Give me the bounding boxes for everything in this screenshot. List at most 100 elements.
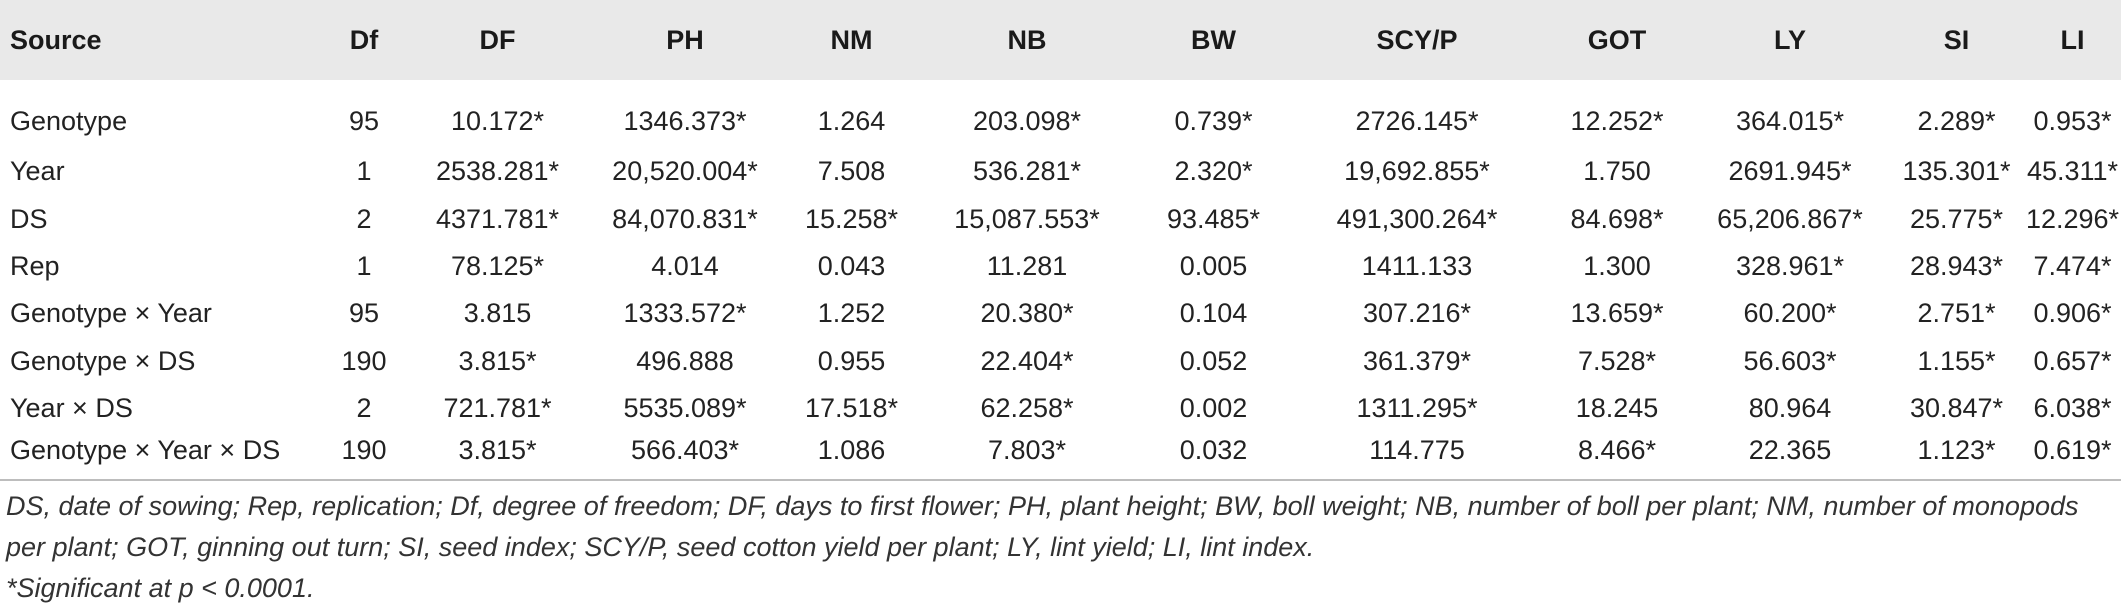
table-cell: 30.847*: [1909, 393, 2004, 424]
table-cell: 1.086: [785, 432, 918, 481]
table-cell: 1.123*: [1889, 432, 2024, 481]
table-cell: 0.619*: [2024, 432, 2121, 481]
table-cell: 2: [356, 203, 372, 234]
table-cell: 203.098*: [972, 105, 1082, 136]
row-source-label: Year: [10, 156, 65, 187]
table-cell: 491,300.264*: [1336, 203, 1498, 234]
table-cell: 1333.572*: [623, 298, 747, 329]
anova-table-container: Source Df DF PH NM NB BW SCY/P GOT LY SI LI Genotyp…: [0, 0, 2121, 481]
column-header: Source: [10, 24, 102, 55]
table-cell: 56.603*: [1743, 345, 1837, 376]
table-row: Rep 1 78.125* 4.014 0.043 11.281 0.005 1411.133…: [0, 243, 2121, 290]
table-body: Genotype 95 10.172* 1346.373* 1.264 203.098* 0…: [0, 80, 2121, 481]
table-cell: 7.803*: [918, 432, 1136, 481]
table-cell: 0.002: [1179, 393, 1248, 424]
table-cell: 95: [348, 105, 380, 136]
table-cell: 190: [341, 345, 387, 376]
table-cell: 18.245: [1575, 393, 1659, 424]
column-header: LI: [2060, 24, 2085, 55]
table-cell: 1.155*: [1917, 345, 1996, 376]
table-cell: 7.528*: [1577, 345, 1657, 376]
table-cell: 0.955: [817, 345, 886, 376]
table-cell: 22.404*: [980, 345, 1074, 376]
table-cell: 17.518*: [804, 393, 899, 424]
table-cell: 2.289*: [1917, 105, 1996, 136]
anova-table: Source Df DF PH NM NB BW SCY/P GOT LY SI LI Genotyp…: [0, 0, 2121, 481]
table-cell: 12.296*: [2025, 203, 2120, 234]
table-cell: 84.698*: [1570, 203, 1664, 234]
row-source-label: Genotype × Year: [10, 298, 212, 329]
row-source-label: Year × DS: [10, 393, 133, 424]
table-cell: 114.775: [1291, 432, 1543, 481]
table-cell: 15.258*: [804, 203, 899, 234]
table-cell: 7.508: [817, 156, 886, 187]
table-cell: 0.032: [1136, 432, 1291, 481]
table-cell: 28.943*: [1909, 250, 2004, 281]
table-cell: 566.403*: [585, 432, 785, 481]
table-cell: 5535.089*: [623, 393, 747, 424]
table-cell: 22.365: [1691, 432, 1889, 481]
table-cell: 0.005: [1179, 250, 1248, 281]
table-cell: 2691.945*: [1728, 156, 1852, 187]
abbreviations-note: DS, date of sowing; Rep, replication; Df…: [6, 491, 2079, 562]
column-header: Df: [349, 24, 379, 55]
table-cell: 10.172*: [450, 105, 545, 136]
table-cell: 2.751*: [1917, 298, 1996, 329]
column-header: PH: [666, 24, 704, 55]
table-cell: 1.300: [1583, 250, 1651, 281]
table-cell: 721.781*: [443, 393, 552, 424]
table-row: DS 2 4371.781* 84,070.831* 15.258* 15,087.553…: [0, 195, 2121, 242]
column-header: BW: [1191, 24, 1236, 55]
table-cell: 25.775*: [1909, 203, 2004, 234]
table-cell: 8.466*: [1543, 432, 1691, 481]
column-header: LY: [1773, 24, 1807, 55]
column-header: SI: [1943, 24, 1970, 55]
table-cell: 84,070.831*: [612, 203, 758, 234]
row-source-label: Genotype: [10, 105, 128, 136]
table-cell: 328.961*: [1735, 250, 1845, 281]
table-row: Genotype × DS 190 3.815* 496.888 0.955 22.404…: [0, 338, 2121, 385]
row-source-label: Genotype × Year × DS: [0, 432, 318, 481]
table-cell: 0.104: [1179, 298, 1248, 329]
table-cell: 364.015*: [1735, 105, 1845, 136]
table-cell: 13.659*: [1570, 298, 1664, 329]
table-row: Genotype 95 10.172* 1346.373* 1.264 203.098* 0…: [0, 80, 2121, 148]
table-cell: 4.014: [651, 250, 719, 281]
table-cell: 93.485*: [1166, 203, 1261, 234]
table-cell: 0.052: [1179, 345, 1248, 376]
table-cell: 2726.145*: [1355, 105, 1479, 136]
table-row: Genotype × Year × DS 190 3.815* 566.403* 1.0…: [0, 432, 2121, 481]
table-cell: 190: [318, 432, 410, 481]
table-footnotes: DS, date of sowing; Rep, replication; Df…: [6, 486, 2114, 609]
table-cell: 60.200*: [1743, 298, 1837, 329]
table-cell: 45.311*: [2026, 156, 2119, 187]
table-cell: 0.657*: [2033, 345, 2112, 376]
table-cell: 3.815*: [458, 345, 537, 376]
row-source-label: DS: [10, 203, 48, 234]
table-cell: 3.815*: [410, 432, 585, 481]
table-cell: 2: [356, 393, 372, 424]
column-header: NM: [830, 24, 873, 55]
table-cell: 78.125*: [450, 250, 545, 281]
table-cell: 20,520.004*: [612, 156, 758, 187]
table-cell: 15,087.553*: [954, 203, 1100, 234]
table-cell: 95: [348, 298, 380, 329]
table-cell: 1: [356, 250, 372, 281]
table-cell: 4371.781*: [435, 203, 560, 234]
table-row: Year × DS 2 721.781* 5535.089* 17.518* 62.258…: [0, 385, 2121, 432]
table-cell: 12.252*: [1570, 105, 1664, 136]
table-header: Source Df DF PH NM NB BW SCY/P GOT LY SI LI: [0, 0, 2121, 80]
table-cell: 0.953*: [2033, 105, 2112, 136]
header-row: Source Df DF PH NM NB BW SCY/P GOT LY SI LI: [0, 0, 2121, 80]
row-source-label: Genotype × DS: [10, 345, 196, 376]
table-cell: 1.750: [1583, 156, 1651, 187]
table-cell: 2538.281*: [435, 156, 560, 187]
significance-note: *Significant at p < 0.0001.: [6, 573, 315, 603]
table-cell: 307.216*: [1362, 298, 1472, 329]
table-cell: 0.043: [817, 250, 886, 281]
table-cell: 361.379*: [1362, 345, 1472, 376]
table-cell: 0.906*: [2033, 298, 2112, 329]
column-header: DF: [479, 24, 516, 55]
table-cell: 7.474*: [2033, 250, 2112, 281]
table-cell: 1311.295*: [1356, 393, 1478, 424]
